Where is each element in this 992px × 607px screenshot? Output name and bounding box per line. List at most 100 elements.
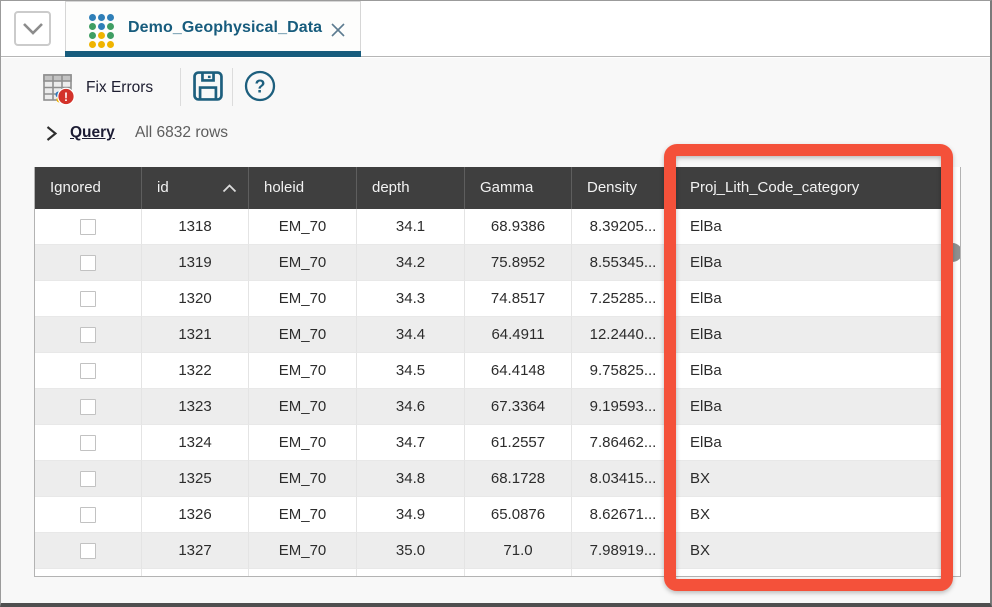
cell-gamma: 64.4911	[465, 317, 572, 353]
column-header-id[interactable]: id	[142, 167, 249, 209]
cell-gamma: 64.4148	[465, 353, 572, 389]
query-toggle[interactable]: Query	[70, 124, 115, 141]
cell-id: 1320	[142, 281, 249, 317]
cell-density: 8.62671...	[572, 497, 675, 533]
column-header-label: holeid	[264, 179, 305, 196]
tab-demo-geophysical-data[interactable]: Demo_Geophysical_Data	[65, 1, 361, 57]
cell-density: 7.98919...	[572, 533, 675, 569]
cell-density: 9.75825...	[572, 353, 675, 389]
help-button[interactable]: ?	[241, 67, 279, 105]
cell-density: 9.19593...	[572, 389, 675, 425]
column-header-proj-lith-code-category[interactable]: Proj_Lith_Code_category	[675, 167, 943, 209]
cell-depth: 34.6	[357, 389, 465, 425]
cell-depth: 35.0	[357, 533, 465, 569]
table-row: 1319 EM_70 34.2 75.8952 8.55345... ElBa	[35, 245, 943, 281]
table-row: 1323 EM_70 34.6 67.3364 9.19593... ElBa	[35, 389, 943, 425]
cell-id: 1321	[142, 317, 249, 353]
ignored-checkbox[interactable]	[80, 362, 96, 379]
cell-depth: 34.5	[357, 353, 465, 389]
cell-holeid: EM_70	[249, 425, 357, 461]
cell-holeid: EM_70	[249, 245, 357, 281]
table-row: 1326 EM_70 34.9 65.0876 8.62671... BX	[35, 497, 943, 533]
save-button[interactable]	[189, 67, 227, 105]
content-area: ! Fix Errors ? Query	[1, 58, 990, 603]
column-header-ignored[interactable]: Ignored	[35, 167, 142, 209]
cell-ignored	[35, 533, 142, 569]
cell-category: BX	[675, 461, 943, 497]
tab-close-icon[interactable]	[329, 21, 347, 39]
active-tab-indicator	[65, 51, 361, 57]
fix-errors-button[interactable]: ! Fix Errors	[41, 70, 153, 106]
ignored-checkbox[interactable]	[80, 326, 96, 343]
table-body: 1318 EM_70 34.1 68.9386 8.39205... ElBa 1319 EM…	[35, 209, 960, 576]
table-row: 1325 EM_70 34.8 68.1728 8.03415... BX	[35, 461, 943, 497]
fix-errors-label: Fix Errors	[86, 79, 154, 96]
cell-id	[142, 569, 249, 576]
tab-strip: Demo_Geophysical_Data	[1, 1, 990, 57]
cell-depth: 34.2	[357, 245, 465, 281]
cell-holeid: EM_70	[249, 281, 357, 317]
cell-gamma: 61.2557	[465, 425, 572, 461]
cell-category: ElBa	[675, 245, 943, 281]
cell-ignored	[35, 353, 142, 389]
cell-ignored	[35, 245, 142, 281]
cell-id: 1325	[142, 461, 249, 497]
cell-id: 1327	[142, 533, 249, 569]
ignored-checkbox[interactable]	[80, 542, 96, 559]
cell-ignored	[35, 425, 142, 461]
svg-text:!: !	[64, 90, 68, 104]
cell-id: 1322	[142, 353, 249, 389]
ignored-checkbox[interactable]	[80, 218, 96, 235]
cell-ignored	[35, 389, 142, 425]
column-header-label: Proj_Lith_Code_category	[690, 179, 860, 196]
cell-gamma: 67.3364	[465, 389, 572, 425]
svg-text:?: ?	[255, 77, 266, 97]
cell-category: ElBa	[675, 209, 943, 245]
cell-holeid: EM_70	[249, 533, 357, 569]
ignored-checkbox[interactable]	[80, 470, 96, 487]
fix-errors-icon: !	[43, 74, 75, 106]
table-header: Ignored id holeid depth Gamma Density Proj_Lit…	[35, 167, 943, 209]
column-header-density[interactable]: Density	[572, 167, 675, 209]
ignored-checkbox[interactable]	[80, 506, 96, 523]
column-header-depth[interactable]: depth	[357, 167, 465, 209]
table-row-partial	[35, 569, 943, 576]
cell-density: 8.55345...	[572, 245, 675, 281]
cell-gamma: 65.0876	[465, 497, 572, 533]
cell-holeid: EM_70	[249, 389, 357, 425]
cell-gamma: 74.8517	[465, 281, 572, 317]
query-expand-chevron-icon[interactable]	[45, 125, 58, 147]
cell-category: ElBa	[675, 425, 943, 461]
tab-list-dropdown-button[interactable]	[14, 11, 51, 46]
cell-density	[572, 569, 675, 576]
cell-depth: 34.1	[357, 209, 465, 245]
table-row: 1327 EM_70 35.0 71.0 7.98919... BX	[35, 533, 943, 569]
data-table: Ignored id holeid depth Gamma Density Proj_Lit…	[34, 167, 961, 577]
vertical-scrollbar-thumb[interactable]	[943, 243, 960, 262]
ignored-checkbox[interactable]	[80, 290, 96, 307]
cell-holeid	[249, 569, 357, 576]
cell-density: 7.86462...	[572, 425, 675, 461]
cell-holeid: EM_70	[249, 353, 357, 389]
cell-ignored	[35, 281, 142, 317]
cell-density: 7.25285...	[572, 281, 675, 317]
ignored-checkbox[interactable]	[80, 398, 96, 415]
column-header-label: depth	[372, 179, 410, 196]
cell-id: 1323	[142, 389, 249, 425]
column-header-label: id	[157, 179, 169, 196]
table-row: 1324 EM_70 34.7 61.2557 7.86462... ElBa	[35, 425, 943, 461]
column-header-gamma[interactable]: Gamma	[465, 167, 572, 209]
table-row: 1321 EM_70 34.4 64.4911 12.2440... ElBa	[35, 317, 943, 353]
ignored-checkbox[interactable]	[80, 254, 96, 271]
cell-holeid: EM_70	[249, 209, 357, 245]
cell-category: ElBa	[675, 281, 943, 317]
cell-gamma: 75.8952	[465, 245, 572, 281]
table-row: 1320 EM_70 34.3 74.8517 7.25285... ElBa	[35, 281, 943, 317]
cell-ignored	[35, 497, 142, 533]
column-header-holeid[interactable]: holeid	[249, 167, 357, 209]
cell-category: BX	[675, 497, 943, 533]
cell-ignored	[35, 317, 142, 353]
cell-ignored	[35, 569, 142, 576]
ignored-checkbox[interactable]	[80, 434, 96, 451]
